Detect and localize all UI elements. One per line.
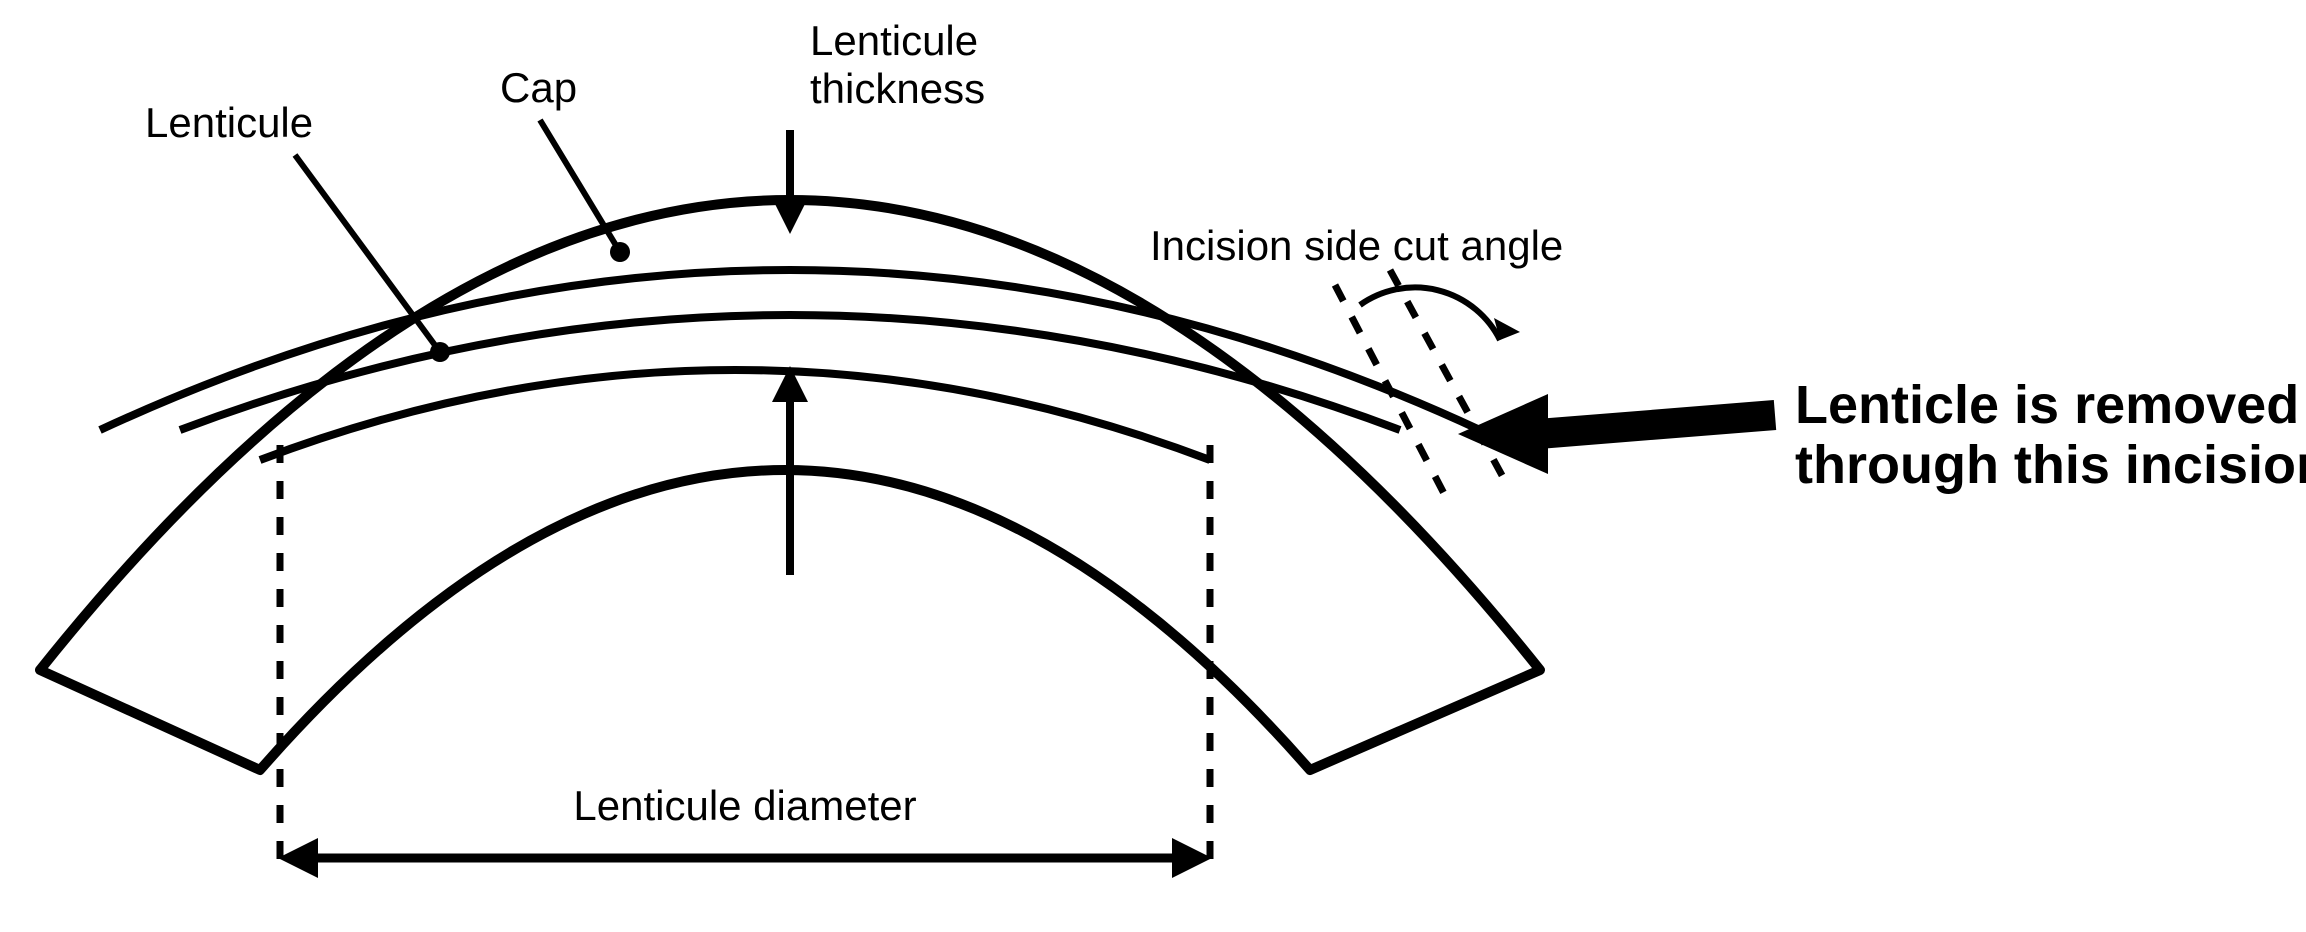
lenticule-diameter-label: Lenticule diameter bbox=[573, 782, 916, 829]
incision-side-cut-angle-label: Incision side cut angle bbox=[1150, 222, 1563, 269]
lenticule-lower-arc bbox=[260, 370, 1210, 460]
lenticule-leader-line bbox=[295, 155, 440, 352]
lenticule-label: Lenticule bbox=[145, 99, 313, 146]
removal-arrowhead-icon bbox=[1458, 394, 1548, 474]
incision-dash-2 bbox=[1390, 270, 1510, 490]
removal-note-line2: through this incision bbox=[1795, 435, 2306, 495]
incision-angle-arc bbox=[1360, 287, 1500, 340]
arrowhead-left-icon bbox=[278, 838, 318, 878]
arrowhead-right-icon bbox=[1172, 838, 1212, 878]
removal-note-line1: Lenticle is removed bbox=[1795, 375, 2299, 435]
lenticule-thickness-label-2: thickness bbox=[810, 65, 985, 112]
lenticule-thickness-label: Lenticule bbox=[810, 17, 978, 64]
arrowhead-down-icon bbox=[772, 198, 808, 234]
removal-arrow-shaft bbox=[1538, 415, 1775, 434]
incision-dash-1 bbox=[1335, 285, 1450, 505]
cap-label: Cap bbox=[500, 64, 577, 111]
lenticule-diagram: LenticulethicknessCapLenticuleLenticule … bbox=[0, 0, 2306, 932]
